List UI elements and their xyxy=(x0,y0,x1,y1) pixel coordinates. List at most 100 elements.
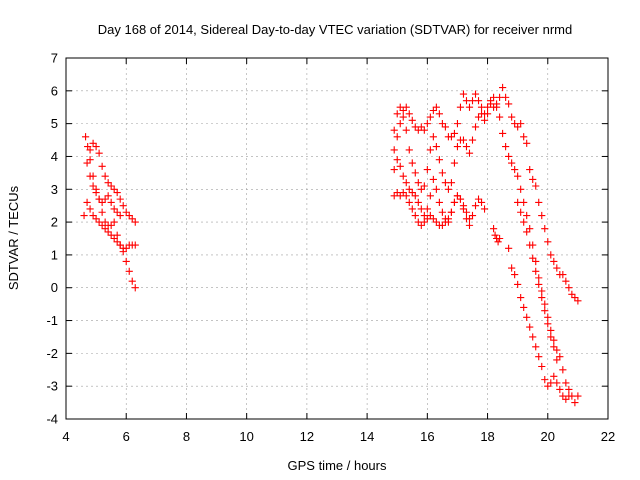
data-point xyxy=(110,234,118,243)
y-tick-label: 4 xyxy=(51,149,58,164)
series-track-f xyxy=(390,93,582,407)
data-point xyxy=(547,333,555,341)
x-tick-label: 10 xyxy=(239,429,253,444)
data-point xyxy=(544,238,552,246)
data-point xyxy=(110,205,118,213)
data-point xyxy=(128,215,136,223)
data-point xyxy=(101,218,109,226)
data-point xyxy=(107,198,115,206)
data-point xyxy=(502,143,510,151)
data-point xyxy=(429,175,437,184)
data-point xyxy=(405,110,413,118)
data-point xyxy=(538,362,546,371)
data-point xyxy=(532,267,540,275)
data-point xyxy=(523,313,531,321)
data-point xyxy=(402,179,410,187)
data-point xyxy=(465,103,474,111)
data-point xyxy=(462,143,471,151)
data-point xyxy=(483,110,492,118)
data-point xyxy=(559,271,567,279)
data-point xyxy=(453,120,462,128)
data-point xyxy=(396,162,404,170)
data-point xyxy=(122,257,130,266)
data-point xyxy=(408,205,416,213)
x-tick-label: 6 xyxy=(123,429,130,444)
series-track-b xyxy=(86,139,139,226)
data-point xyxy=(86,205,94,213)
y-tick-label: 7 xyxy=(51,51,58,66)
data-point xyxy=(432,185,440,193)
data-point xyxy=(453,192,462,200)
data-point xyxy=(98,198,106,206)
data-point xyxy=(393,110,401,118)
y-tick-label: 5 xyxy=(51,116,58,131)
y-tick-label: 6 xyxy=(51,83,58,98)
data-point xyxy=(80,211,88,220)
data-point xyxy=(532,257,540,266)
data-point xyxy=(98,221,106,229)
data-point xyxy=(131,284,139,292)
data-point xyxy=(104,179,112,187)
data-point xyxy=(480,205,489,213)
data-point xyxy=(538,293,546,302)
data-point xyxy=(520,133,528,141)
data-point xyxy=(529,175,537,184)
data-point xyxy=(529,254,537,262)
data-point xyxy=(441,179,449,187)
x-tick-label: 12 xyxy=(300,429,314,444)
data-point xyxy=(414,126,422,134)
data-point xyxy=(92,188,100,197)
series-track-j xyxy=(514,198,561,364)
data-point xyxy=(535,274,543,282)
data-point xyxy=(429,215,437,223)
data-point xyxy=(426,113,434,121)
data-point xyxy=(496,93,504,101)
data-point xyxy=(541,225,549,233)
x-tick-label: 4 xyxy=(62,429,69,444)
data-point xyxy=(553,264,561,272)
data-point xyxy=(128,277,136,285)
series-track-i xyxy=(489,225,573,403)
data-point xyxy=(408,159,416,167)
data-point xyxy=(520,198,528,206)
data-point xyxy=(86,146,94,154)
y-tick-label: 2 xyxy=(51,215,58,230)
data-point xyxy=(553,356,561,364)
data-point xyxy=(104,228,112,236)
data-point xyxy=(411,211,419,220)
data-point xyxy=(92,143,100,151)
data-point xyxy=(517,185,525,193)
data-point xyxy=(122,244,130,252)
data-point xyxy=(450,198,459,206)
data-point xyxy=(101,195,109,203)
data-point xyxy=(107,182,115,190)
data-point xyxy=(511,165,519,174)
data-point xyxy=(571,398,579,407)
y-tick-label: 1 xyxy=(51,247,58,262)
data-point xyxy=(417,221,425,229)
data-point xyxy=(116,241,124,249)
data-point xyxy=(553,379,561,387)
data-point xyxy=(565,392,573,400)
data-point xyxy=(526,241,534,249)
x-tick-label: 20 xyxy=(541,429,555,444)
data-point xyxy=(514,280,522,289)
data-point xyxy=(420,218,428,226)
data-point xyxy=(417,123,425,131)
data-point xyxy=(429,106,437,115)
data-point xyxy=(468,211,477,220)
data-point xyxy=(423,205,431,213)
data-point xyxy=(459,136,468,144)
data-point xyxy=(426,146,434,154)
data-point xyxy=(462,208,471,216)
x-tick-label: 18 xyxy=(480,429,494,444)
data-point xyxy=(544,313,552,321)
data-point xyxy=(562,379,570,387)
data-point xyxy=(520,218,528,226)
data-point xyxy=(553,346,561,354)
data-point xyxy=(432,143,440,151)
y-tick-label: -3 xyxy=(46,379,58,394)
data-point xyxy=(435,198,443,206)
data-point xyxy=(107,231,115,239)
